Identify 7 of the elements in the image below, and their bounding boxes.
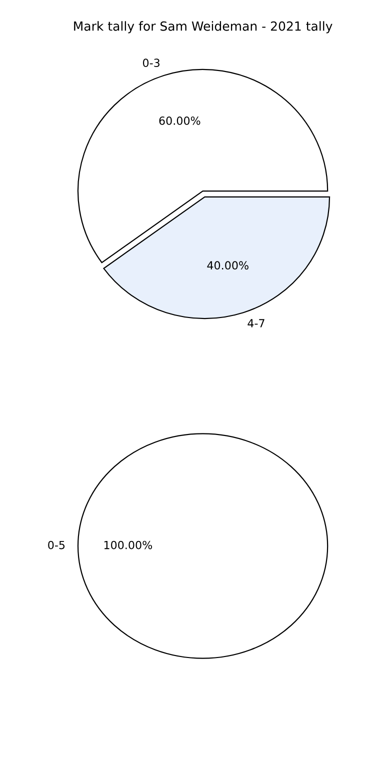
data-label: 60.00% — [159, 116, 200, 125]
slice-label: 0-3 — [142, 58, 160, 68]
data-label: 100.00% — [104, 540, 152, 550]
chart-title: Mark tally for Sam Weideman - 2021 tally — [74, 21, 332, 34]
data-label: 40.00% — [207, 261, 248, 270]
slice-label: 4-7 — [248, 319, 264, 328]
slice-label: 0-5 — [48, 540, 65, 550]
